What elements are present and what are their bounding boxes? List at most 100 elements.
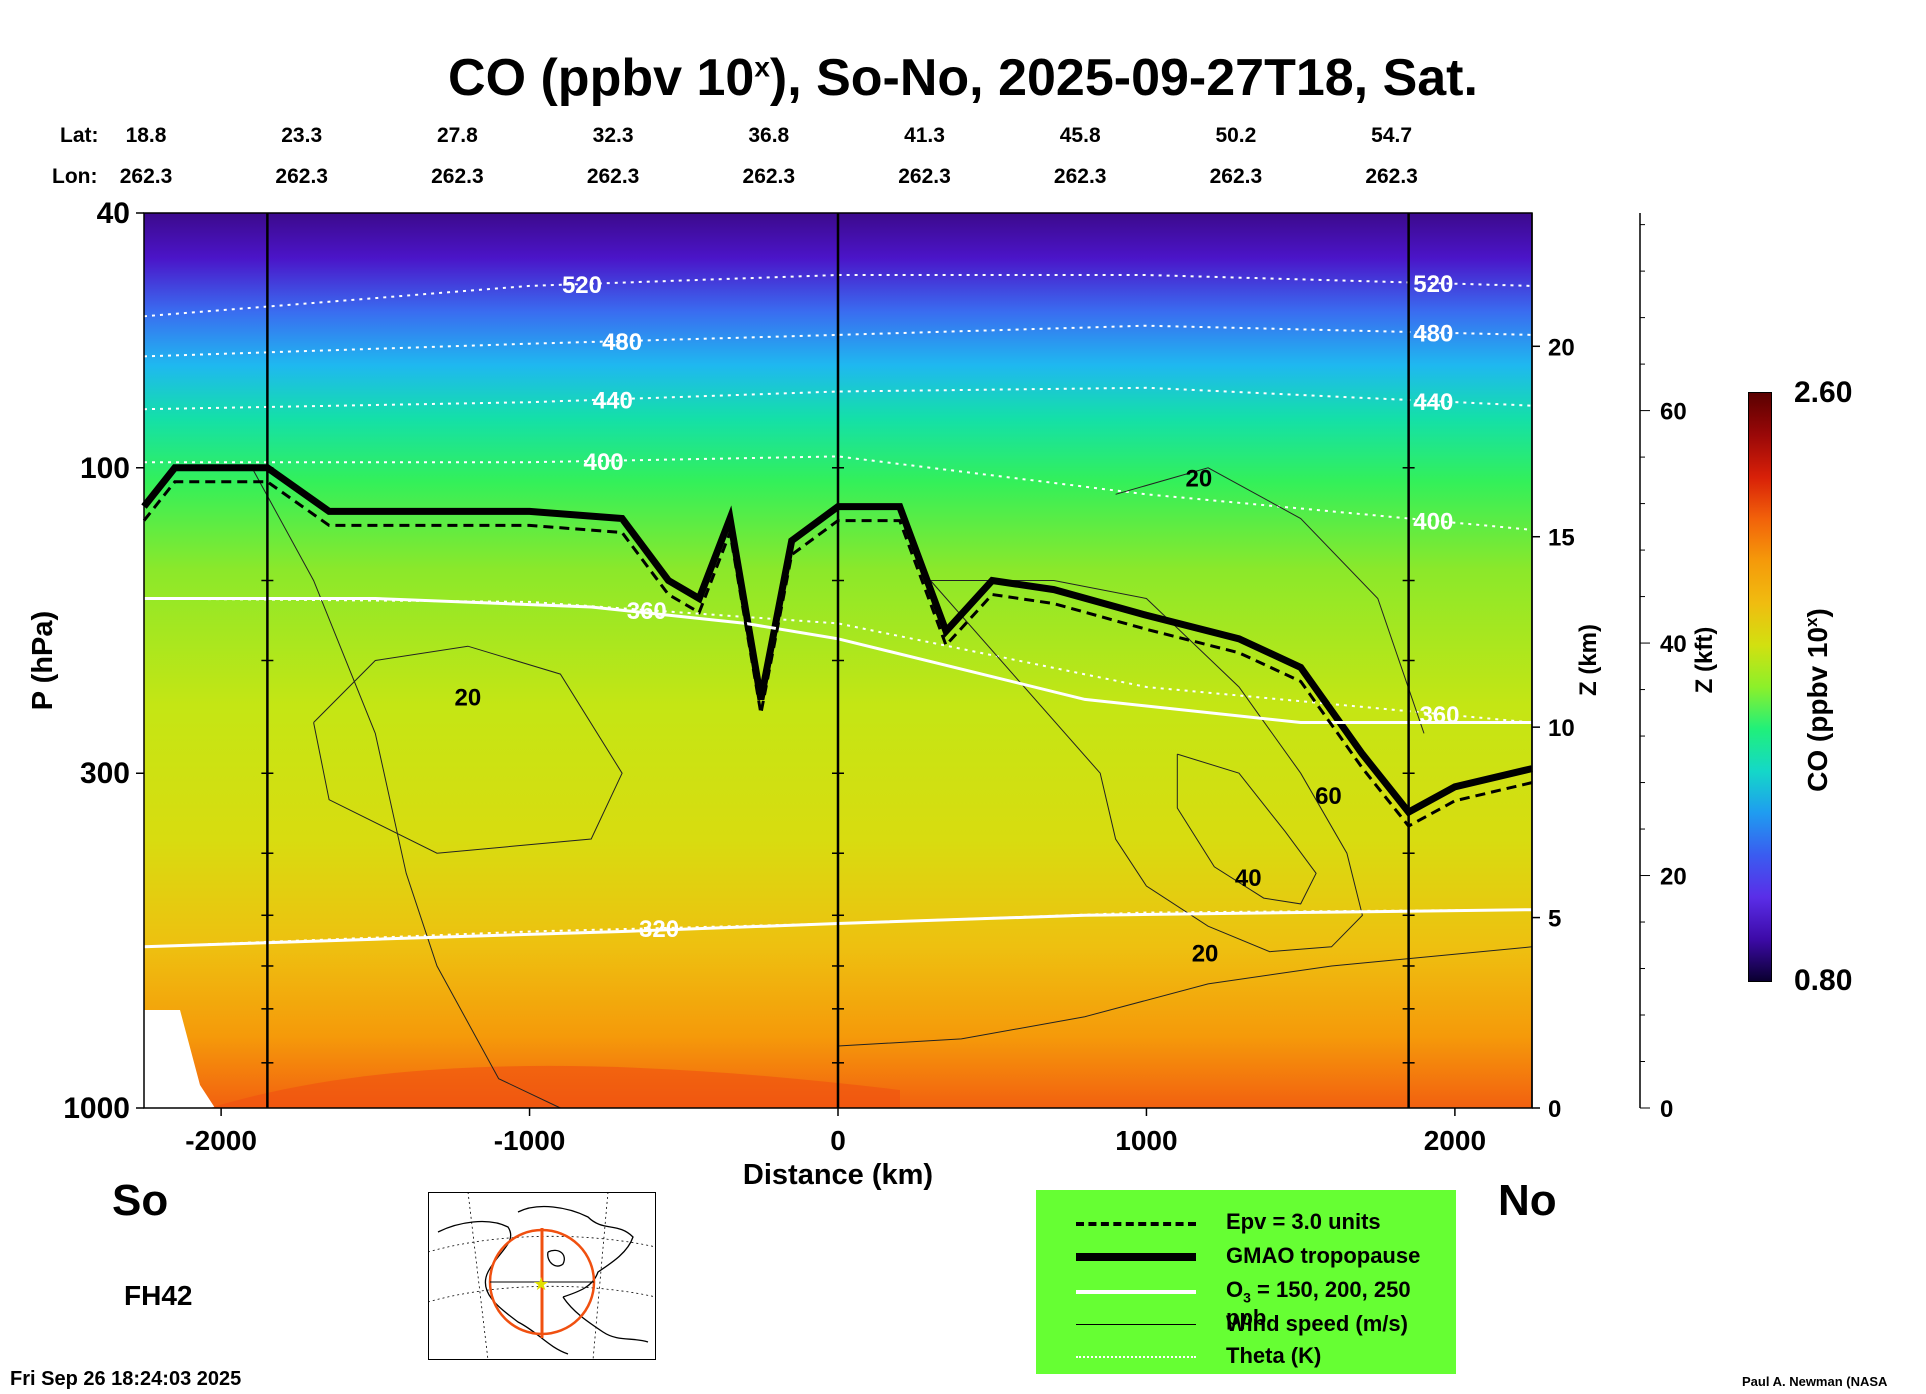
lon-value: 262.3 — [898, 165, 951, 188]
legend-box: Epv = 3.0 units GMAO tropopause O3 = 150… — [1036, 1190, 1456, 1374]
x-tick-label-3: 1000 — [1115, 1125, 1177, 1156]
wind-contour-1 — [313, 645, 623, 854]
lat-value: 41.3 — [904, 124, 945, 147]
north-label: No — [1498, 1176, 1557, 1225]
wind-contour-4 — [1176, 753, 1317, 905]
y-tick-label-1: 300 — [80, 757, 130, 790]
legend-label-tropopause: GMAO tropopause — [1226, 1243, 1421, 1268]
legend-swatch-thick — [1076, 1253, 1196, 1261]
wind-label-4: 40 — [1235, 865, 1262, 892]
legend-item-epv: Epv = 3.0 units — [1076, 1208, 1446, 1238]
terrain-mask — [144, 1010, 215, 1108]
series-line-1 — [141, 464, 1533, 817]
x-tick-label-0: -2000 — [185, 1125, 257, 1156]
legend-label-ozone: O3 = 150, 200, 250 ppb — [1226, 1277, 1446, 1331]
legend-label-theta: Theta (K) — [1226, 1343, 1322, 1368]
colorbar-title: CO (ppbv 10x) — [1802, 608, 1834, 792]
legend-swatch-dashed — [1076, 1222, 1196, 1226]
theta-label-520: 520 — [562, 272, 602, 299]
lon-value: 262.3 — [742, 165, 796, 188]
colorbar-title-sup: x — [1801, 617, 1821, 627]
z-km-tick-label-2: 10 — [1548, 715, 1575, 742]
wind-contour-3 — [930, 580, 1363, 953]
theta-contour-440 — [143, 386, 1533, 411]
series-line-2 — [144, 597, 1532, 724]
theta-label-right-440: 440 — [1413, 389, 1453, 416]
chart-title-suffix: ), So-No, 2025-09-27T18, Sat. — [769, 49, 1478, 107]
wind-contour-6 — [837, 946, 1533, 1047]
wind-label-2: 20 — [1186, 466, 1213, 493]
lat-label: Lat: — [60, 124, 99, 147]
theta-contour-400 — [144, 455, 1533, 531]
legend-swatch-white — [1076, 1290, 1196, 1294]
lon-value: 262.3 — [1053, 165, 1107, 188]
lat-value: 27.8 — [436, 124, 478, 147]
y-tick-label-2: 100 — [80, 452, 130, 485]
colorbar-title-suffix: ) — [1802, 608, 1834, 618]
colorbar — [1748, 392, 1772, 982]
lon-label: Lon: — [52, 165, 98, 188]
inset-map: ★ — [428, 1192, 656, 1360]
colorbar-max-label: 2.60 — [1794, 376, 1853, 409]
epv-line — [142, 480, 1533, 829]
south-label: So — [112, 1176, 169, 1225]
chart-title-sup: x — [754, 51, 770, 83]
lat-value: 32.3 — [592, 124, 634, 147]
lat-value: 18.8 — [125, 124, 167, 147]
z-kft-axis-label: Z (kft) — [1691, 627, 1718, 694]
y-tick-label-0: 1000 — [63, 1092, 130, 1125]
y-tick-label-3: 40 — [97, 197, 130, 230]
x-tick-label-1: -1000 — [494, 1125, 566, 1156]
chart-title: CO (ppbv 10x), So-No, 2025-09-27T18, Sat… — [0, 48, 1926, 108]
y-axis-label: P (hPa) — [27, 611, 59, 710]
wind-label-3: 20 — [1192, 940, 1219, 967]
wind-contour-5 — [1115, 467, 1425, 734]
plot-frame — [143, 212, 1533, 1109]
lat-value: 54.7 — [1371, 124, 1413, 147]
colorbar-title-text: CO (ppbv 10 — [1802, 626, 1834, 792]
wind-contour-2 — [251, 467, 561, 1109]
legend-item-ozone: O3 = 150, 200, 250 ppb — [1076, 1276, 1446, 1330]
lat-value: 36.8 — [748, 124, 790, 147]
lat-value: 45.8 — [1059, 124, 1101, 147]
theta-label-400: 400 — [584, 449, 624, 476]
legend-item-tropopause: GMAO tropopause — [1076, 1242, 1446, 1272]
legend-swatch-dotted — [1076, 1356, 1196, 1358]
z-kft-tick-label-3: 60 — [1660, 399, 1687, 426]
lat-value: 23.3 — [281, 124, 323, 147]
legend-item-theta: Theta (K) — [1076, 1342, 1446, 1372]
lat-value: 50.2 — [1215, 124, 1257, 147]
z-kft-tick-label-0: 0 — [1660, 1096, 1673, 1123]
chart-title-text: CO (ppbv 10 — [448, 49, 755, 107]
lon-value: 262.3 — [119, 165, 173, 188]
theta-contour-320 — [143, 908, 1533, 948]
wind-label-5: 60 — [1315, 783, 1342, 810]
colorbar-min-label: 0.80 — [1794, 964, 1853, 997]
wind-label-1: 20 — [455, 684, 482, 711]
x-tick-label-2: 0 — [830, 1125, 846, 1156]
theta-label-480: 480 — [602, 329, 642, 356]
theta-label-right-400: 400 — [1413, 509, 1453, 536]
z-km-axis-label: Z (km) — [1575, 624, 1602, 696]
theta-label-right-520: 520 — [1413, 271, 1453, 298]
lon-value: 262.3 — [431, 165, 484, 188]
theta-contour-480 — [143, 324, 1533, 358]
center-marker-icon: ★ — [533, 1274, 549, 1294]
co-surface-high — [210, 1065, 900, 1108]
legend-label-ozone-suffix: = 150, 200, 250 ppb — [1226, 1277, 1411, 1331]
legend-swatch-thin — [1076, 1324, 1196, 1325]
legend-label-wind: Wind speed (m/s) — [1226, 1311, 1408, 1336]
legend-label-epv: Epv = 3.0 units — [1226, 1209, 1381, 1234]
lon-value: 262.3 — [586, 165, 640, 188]
z-km-tick-label-0: 0 — [1548, 1096, 1561, 1123]
theta-label-right-480: 480 — [1413, 321, 1453, 348]
x-tick-label-4: 2000 — [1424, 1125, 1486, 1156]
credit: Paul A. Newman (NASA — [1742, 1374, 1888, 1389]
z-kft-tick-label-2: 40 — [1660, 631, 1687, 658]
legend-label-ozone-prefix: O — [1226, 1277, 1244, 1302]
timestamp: Fri Sep 26 18:24:03 2025 — [10, 1368, 242, 1390]
lon-value: 262.3 — [1209, 165, 1263, 188]
theta-contour-520 — [143, 274, 1533, 318]
z-km-tick-label-3: 15 — [1548, 525, 1575, 552]
